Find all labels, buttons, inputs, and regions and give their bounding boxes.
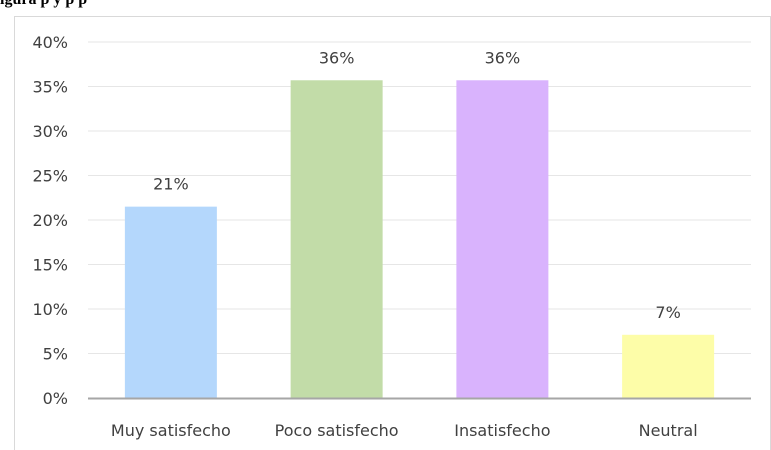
x-tick-label: Insatisfecho (454, 421, 550, 440)
y-tick-label: 20% (32, 211, 68, 230)
x-tick-label: Muy satisfecho (111, 421, 231, 440)
x-tick-label: Poco satisfecho (275, 421, 399, 440)
bar (622, 334, 715, 398)
y-tick-label: 0% (43, 389, 68, 408)
bar (290, 80, 383, 399)
y-tick-label: 5% (43, 345, 68, 364)
y-tick-label: 25% (32, 167, 68, 186)
chart-frame-left-border (14, 16, 15, 450)
data-label: 21% (153, 175, 189, 194)
figure-caption-strip: igura p y p p (0, 0, 771, 16)
data-label: 7% (655, 303, 680, 322)
y-tick-label: 40% (32, 33, 68, 52)
x-tick-label: Neutral (639, 421, 698, 440)
figure-caption: igura p y p p (0, 0, 87, 9)
y-tick-label: 30% (32, 122, 68, 141)
y-tick-label: 35% (32, 78, 68, 97)
data-label: 36% (485, 48, 521, 67)
bar (456, 80, 549, 399)
chart-frame-top-border (14, 16, 771, 17)
bar (124, 206, 217, 398)
y-tick-label: 10% (32, 300, 68, 319)
data-label: 36% (319, 48, 355, 67)
y-tick-label: 15% (32, 256, 68, 275)
